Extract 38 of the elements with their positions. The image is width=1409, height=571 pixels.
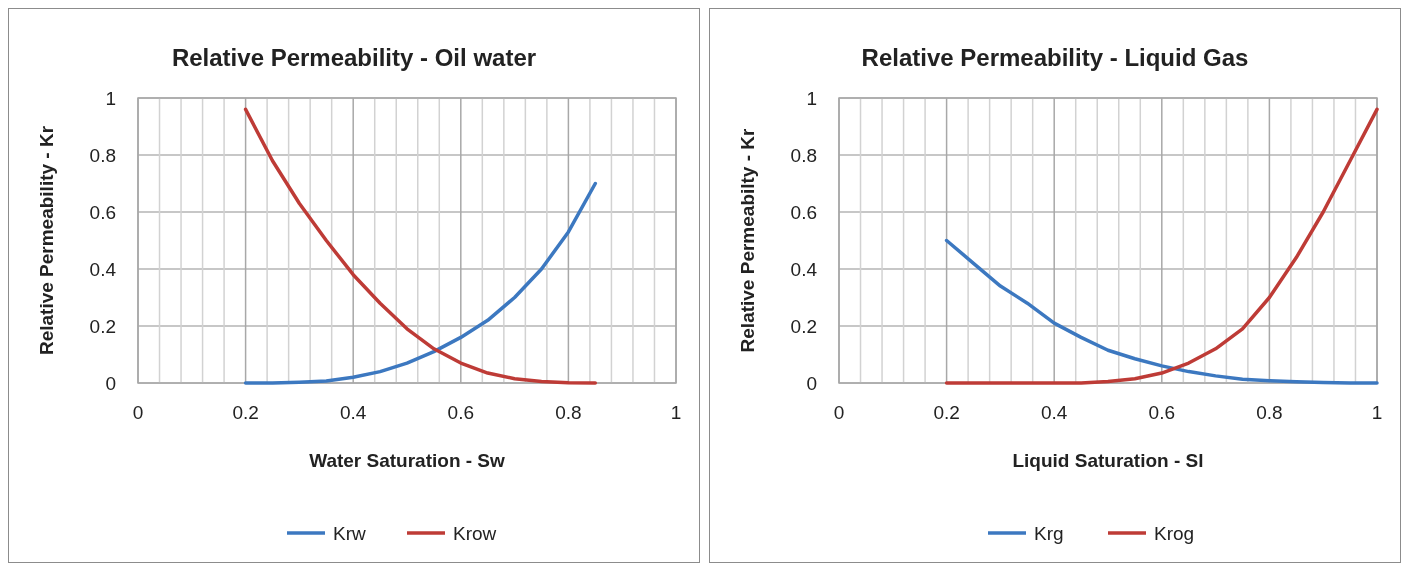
legend-label: Krow bbox=[453, 522, 497, 544]
line-series bbox=[243, 107, 598, 385]
y-axis-title: Relative Permeability - Kr bbox=[36, 125, 57, 356]
x-tick-label: 0.2 bbox=[232, 402, 259, 423]
x-tick-label: 0.8 bbox=[1256, 402, 1283, 423]
y-tick-label: 0.6 bbox=[790, 201, 817, 223]
chart-title: Relative Permeability - Liquid Gas bbox=[861, 44, 1249, 71]
x-tick-label: 0.2 bbox=[933, 402, 960, 423]
line-series bbox=[944, 238, 1379, 385]
y-tick-label: 0 bbox=[105, 372, 116, 394]
x-tick-label: 0.8 bbox=[555, 402, 582, 423]
x-tick-label: 0.4 bbox=[339, 402, 367, 423]
y-tick-label: 0 bbox=[806, 372, 817, 394]
y-tick-label: 0.4 bbox=[89, 258, 117, 280]
y-tick-label: 1 bbox=[806, 87, 817, 109]
x-tick-label: 1 bbox=[1371, 402, 1383, 423]
x-tick-label: 0 bbox=[833, 402, 845, 423]
line-series bbox=[944, 107, 1379, 385]
x-tick-label: 0 bbox=[132, 402, 144, 423]
chart-title: Relative Permeability - Oil water bbox=[171, 44, 537, 71]
y-tick-label: 0.8 bbox=[790, 144, 817, 166]
line-series bbox=[243, 181, 598, 385]
y-axis-title: Relative Permeabilty - Kr bbox=[737, 127, 758, 353]
x-axis-title: Liquid Saturation - Sl bbox=[1012, 450, 1204, 471]
y-tick-label: 0.4 bbox=[790, 258, 818, 280]
y-tick-label: 0.6 bbox=[89, 201, 116, 223]
legend-label: Krog bbox=[1154, 522, 1195, 544]
y-tick-label: 0.2 bbox=[790, 315, 817, 337]
y-tick-label: 1 bbox=[105, 87, 116, 109]
x-axis-title: Water Saturation - Sw bbox=[309, 450, 506, 471]
legend-label: Krg bbox=[1034, 522, 1064, 544]
x-tick-label: 1 bbox=[670, 402, 682, 423]
x-tick-label: 0.4 bbox=[1040, 402, 1068, 423]
legend-label: Krw bbox=[333, 522, 366, 544]
x-tick-label: 0.6 bbox=[447, 402, 475, 423]
y-tick-label: 0.2 bbox=[89, 315, 116, 337]
x-tick-label: 0.6 bbox=[1148, 402, 1176, 423]
y-tick-label: 0.8 bbox=[89, 144, 116, 166]
